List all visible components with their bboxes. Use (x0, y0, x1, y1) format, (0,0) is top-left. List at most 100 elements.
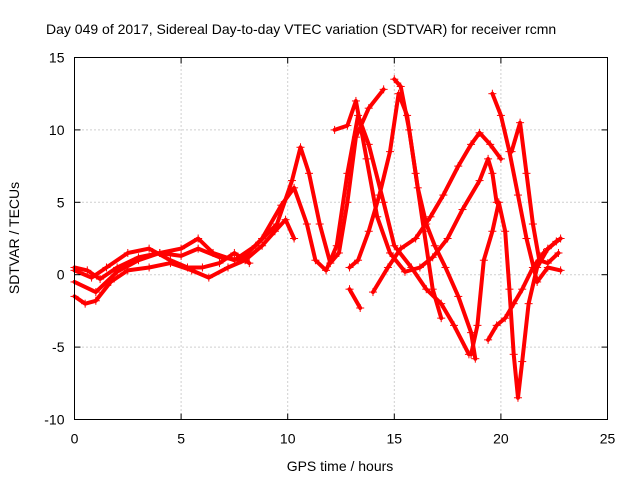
data-point-marker (528, 220, 537, 229)
data-point-marker (194, 244, 203, 253)
data-point-marker (439, 191, 448, 200)
data-point-marker (305, 169, 314, 178)
data-point-marker (484, 154, 493, 163)
data-point-marker (405, 125, 414, 134)
data-point-marker (535, 256, 544, 265)
data-point-marker (467, 328, 476, 337)
data-point-marker (354, 256, 363, 265)
y-tick-label: 15 (49, 50, 65, 66)
data-point-marker (375, 191, 384, 200)
x-tick-label: 0 (71, 431, 79, 447)
series-sat-a (72, 87, 386, 281)
data-point-marker (134, 256, 143, 265)
data-point-marker (332, 241, 341, 250)
y-tick-label: 10 (49, 122, 65, 138)
data-point-marker (270, 227, 279, 236)
data-point-marker (258, 234, 267, 243)
data-point-marker (311, 256, 320, 265)
data-point-marker (518, 357, 527, 366)
data-point-marker (522, 169, 531, 178)
plot-area (70, 75, 565, 402)
data-point-marker (471, 354, 480, 363)
data-point-marker (145, 263, 154, 272)
data-point-marker (428, 253, 437, 262)
data-point-marker (507, 147, 516, 156)
data-point-marker (501, 314, 510, 323)
data-point-marker (390, 75, 399, 84)
data-point-marker (81, 299, 90, 308)
data-point-marker (475, 128, 484, 137)
data-point-marker (145, 244, 154, 253)
series-sat-e (347, 287, 363, 310)
data-point-marker (386, 248, 395, 257)
data-point-marker (524, 299, 533, 308)
data-point-marker (488, 227, 497, 236)
data-point-marker (492, 321, 501, 330)
series-sat-c (72, 217, 297, 306)
data-point-marker (96, 275, 105, 284)
data-point-marker (166, 256, 175, 265)
data-point-marker (488, 89, 497, 98)
x-tick-label: 20 (493, 431, 509, 447)
data-point-marker (379, 85, 388, 94)
data-point-marker (83, 266, 92, 275)
data-point-marker (390, 241, 399, 250)
y-tick-label: -5 (52, 339, 65, 355)
data-point-marker (343, 169, 352, 178)
data-point-marker (258, 241, 267, 250)
data-point-marker (513, 393, 522, 402)
data-point-marker (364, 140, 373, 149)
data-point-marker (224, 263, 233, 272)
data-point-marker (345, 285, 354, 294)
data-point-marker (383, 263, 392, 272)
data-point-marker (351, 96, 360, 105)
data-point-marker (543, 244, 552, 253)
x-tick-label: 10 (280, 431, 296, 447)
data-point-marker (449, 321, 458, 330)
x-tick-label: 15 (387, 431, 403, 447)
data-point-marker (505, 285, 514, 294)
data-point-marker (183, 263, 192, 272)
data-point-marker (386, 147, 395, 156)
data-point-marker (215, 259, 224, 268)
data-point-marker (356, 304, 365, 313)
data-point-marker (513, 191, 522, 200)
data-point-marker (302, 220, 311, 229)
data-point-marker (91, 296, 100, 305)
data-point-marker (475, 176, 484, 185)
series-sat-b (72, 113, 471, 357)
data-point-marker (364, 104, 373, 113)
data-point-marker (87, 273, 96, 282)
data-point-marker (123, 266, 132, 275)
data-point-marker (496, 111, 505, 120)
data-point-marker (522, 234, 531, 243)
data-point-marker (396, 244, 405, 253)
data-point-marker (113, 267, 122, 276)
data-point-marker (479, 256, 488, 265)
data-point-marker (543, 259, 552, 268)
data-point-marker (467, 140, 476, 149)
data-point-marker (396, 82, 405, 91)
data-point-marker (501, 227, 510, 236)
data-point-marker (334, 248, 343, 257)
data-point-marker (428, 285, 437, 294)
data-point-marker (458, 205, 467, 214)
data-point-marker (230, 248, 239, 257)
data-point-marker (290, 183, 299, 192)
series-sat-i (490, 91, 563, 284)
data-point-marker (281, 215, 290, 224)
data-point-marker (454, 292, 463, 301)
data-point-marker (413, 183, 422, 192)
data-point-marker (426, 212, 435, 221)
data-point-marker (322, 266, 331, 275)
series-sat-g (392, 77, 478, 361)
data-point-marker (368, 288, 377, 297)
axes: 0 5 10 15 20 25 -10 -5 0 5 10 15 (44, 50, 615, 447)
data-point-marker (290, 234, 299, 243)
data-point-marker (441, 263, 450, 272)
data-point-marker (177, 251, 186, 260)
y-tick-label: -10 (44, 412, 64, 428)
data-point-marker (554, 248, 563, 257)
data-point-marker (330, 125, 339, 134)
